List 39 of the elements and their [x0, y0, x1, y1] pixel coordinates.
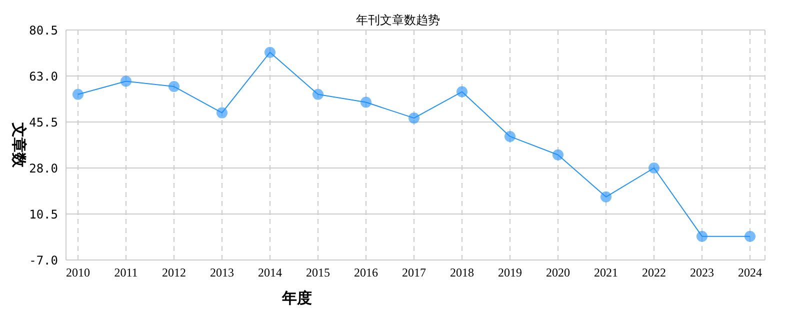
x-tick-label: 2019 [498, 266, 522, 280]
x-tick-label: 2016 [354, 266, 378, 280]
point [120, 76, 132, 87]
x-tick-label: 2011 [114, 266, 138, 280]
point [600, 191, 612, 202]
y-tick-label: 28.0 [29, 161, 58, 176]
point [168, 81, 180, 92]
point [360, 96, 372, 108]
y-tick-label: 63.0 [29, 69, 58, 84]
point [312, 88, 324, 100]
point [504, 130, 516, 142]
point [648, 162, 660, 174]
x-tick-label: 2012 [162, 266, 186, 280]
chart-title: 年刊文章数趋势 [356, 13, 440, 27]
x-tick-label: 2015 [306, 266, 330, 280]
x-tick-label: 2022 [642, 266, 666, 280]
point [456, 86, 468, 98]
y-axis-title: 文章数 [10, 122, 28, 168]
point [744, 230, 756, 242]
y-tick-label: -7.0 [29, 253, 58, 268]
point [264, 46, 276, 58]
x-tick-label: 2010 [66, 266, 90, 280]
x-axis-title: 年度 [281, 289, 312, 307]
point [72, 88, 84, 100]
x-tick-label: 2024 [738, 266, 762, 280]
y-tick-label: 10.5 [29, 207, 58, 222]
point [696, 230, 708, 242]
x-tick-label: 2013 [210, 266, 234, 280]
x-tick-label: 2018 [450, 266, 474, 280]
x-tick-label: 2017 [402, 266, 426, 280]
x-tick-label: 2023 [690, 266, 714, 280]
point [216, 107, 228, 118]
point [552, 149, 564, 160]
x-tick-label: 2021 [594, 266, 618, 280]
y-tick-label: 80.5 [29, 23, 58, 38]
x-tick-label: 2014 [258, 266, 282, 280]
x-tick-label: 2020 [546, 266, 570, 280]
y-tick-label: 45.5 [29, 115, 58, 130]
point [408, 112, 420, 124]
